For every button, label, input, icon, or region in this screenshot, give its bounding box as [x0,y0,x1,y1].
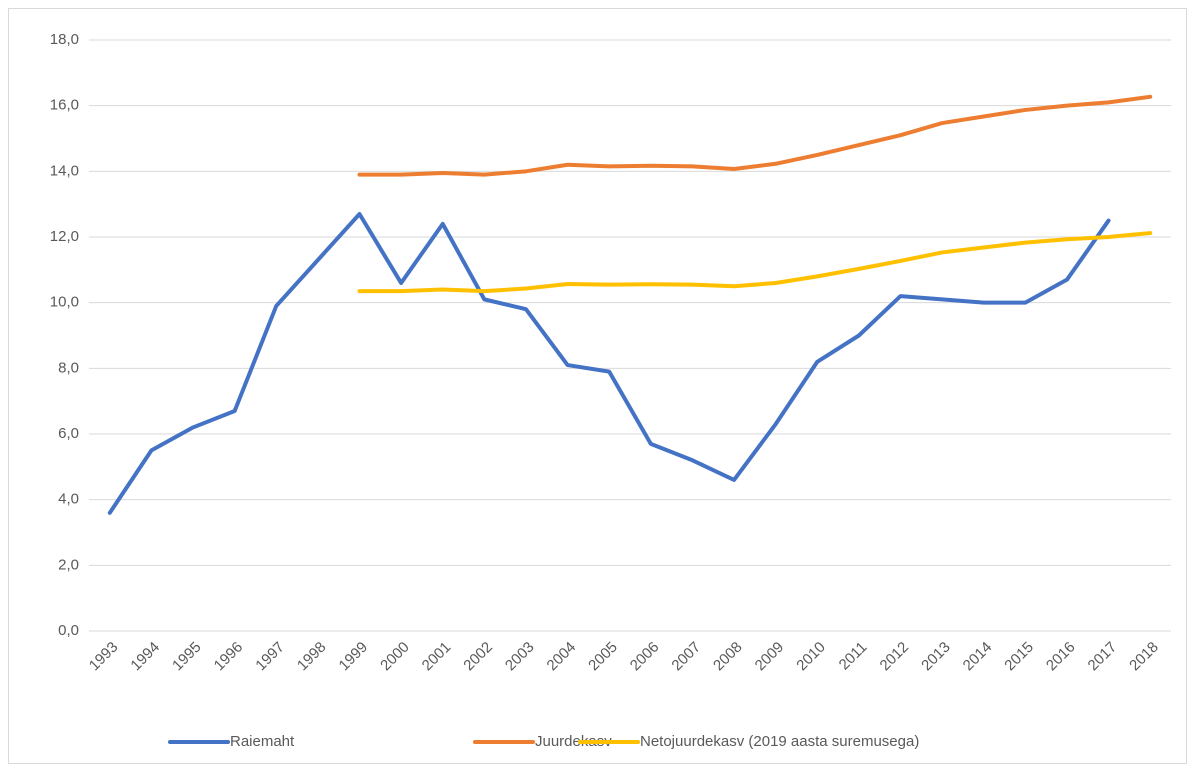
legend-label: Juurdekasv [535,733,612,750]
chart-border [8,8,1187,764]
y-tick-label: 0,0 [58,622,79,639]
y-tick-label: 12,0 [50,228,79,245]
data-line [357,94,1153,177]
y-tick-label: 16,0 [50,97,79,114]
y-tick-label: 8,0 [58,359,79,376]
y-tick-label: 2,0 [58,556,79,573]
y-tick-label: 6,0 [58,425,79,442]
y-tick-label: 10,0 [50,294,79,311]
y-tick-label: 14,0 [50,162,79,179]
legend-label: Netojuurdekasv (2019 aasta suremusega) [640,733,919,750]
data-line [357,231,1153,294]
y-tick-label: 4,0 [58,491,79,508]
y-tick-label: 18,0 [50,31,79,48]
data-line [107,212,1111,515]
legend-label: Raiemaht [230,733,295,750]
